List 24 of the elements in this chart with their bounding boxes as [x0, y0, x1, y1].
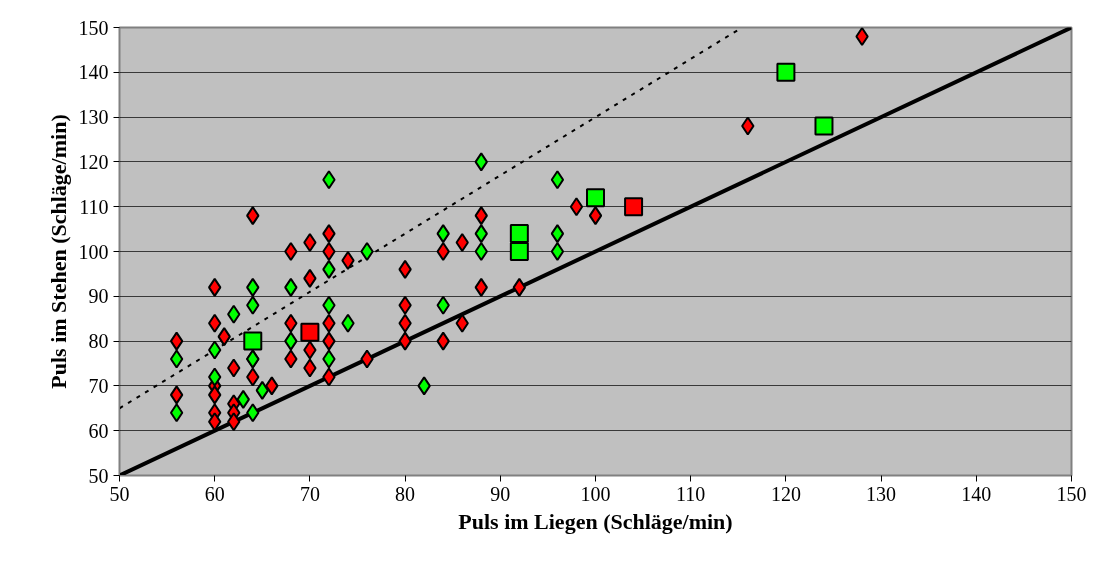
x-tick-label: 60 — [204, 482, 225, 505]
x-tick-label: 50 — [109, 482, 130, 505]
x-tick-label: 120 — [770, 482, 801, 505]
y-tick-label: 90 — [88, 285, 109, 308]
x-tick-label: 140 — [961, 482, 992, 505]
y-tick-label: 110 — [79, 195, 109, 218]
y-tick-label: 150 — [78, 16, 109, 39]
x-tick-label: 100 — [580, 482, 611, 505]
x-axis-title: Puls im Liegen (Schläge/min) — [458, 508, 733, 534]
y-tick-label: 120 — [78, 150, 109, 173]
y-tick-label: 140 — [78, 61, 109, 84]
y-tick-label: 100 — [78, 240, 109, 263]
x-tick-label: 80 — [395, 482, 416, 505]
y-tick-label: 70 — [88, 374, 109, 397]
x-tick-label: 130 — [866, 482, 897, 505]
y-tick-label: 50 — [88, 464, 109, 487]
x-tick-label: 70 — [299, 482, 320, 505]
y-tick-label: 60 — [88, 419, 109, 442]
x-tick-label: 150 — [1056, 482, 1087, 505]
x-tick-label: 110 — [676, 482, 706, 505]
x-tick-label: 90 — [490, 482, 511, 505]
y-tick-label: 130 — [78, 106, 109, 129]
y-tick-label: 80 — [88, 330, 109, 353]
y-axis-title: Puls im Stehen (Schläge/min) — [45, 114, 71, 389]
